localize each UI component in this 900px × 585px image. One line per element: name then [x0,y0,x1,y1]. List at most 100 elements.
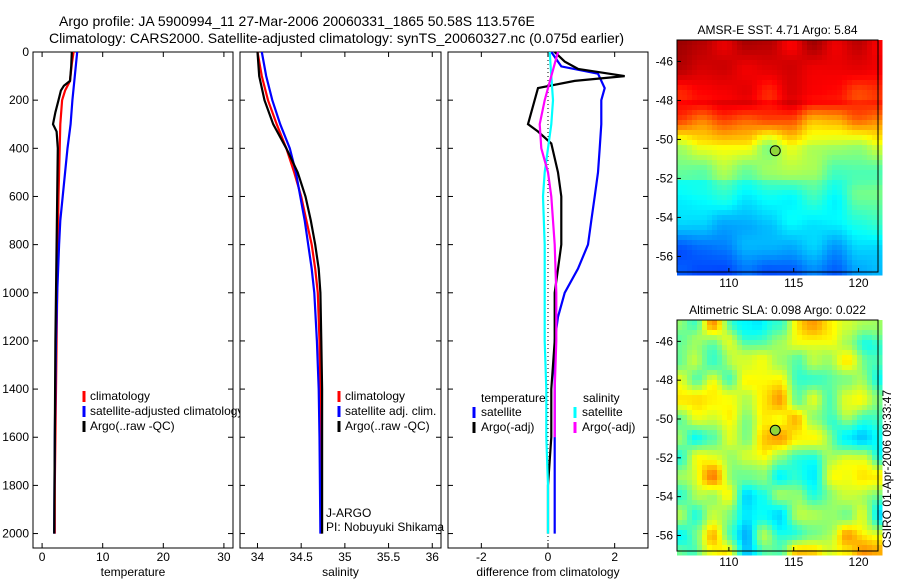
sla_map-heatmap-cell [862,415,868,421]
sla_map-heatmap-cell [712,330,718,336]
sla_map-heatmap-cell [852,335,858,341]
sst_map-heatmap-cell [682,265,688,271]
sst_map-heatmap-cell [677,110,683,116]
sst_map-heatmap-cell [827,85,833,91]
sla_map-heatmap-cell [692,395,698,401]
sst_map-heatmap-cell [732,215,738,221]
sla_map-heatmap-cell [842,550,848,556]
sla_map-heatmap-cell [747,430,753,436]
sla_map-heatmap-cell [832,425,838,431]
sla_map-heatmap-cell [682,390,688,396]
sst_map-heatmap-cell [752,85,758,91]
sla_map-heatmap-cell [727,540,733,546]
sla_map-heatmap-cell [772,370,778,376]
sla_map-heatmap-cell [742,465,748,471]
sst_map-heatmap-cell [772,110,778,116]
sla_map-heatmap-cell [792,500,798,506]
sla_map-heatmap-cell [692,425,698,431]
sla_map-heatmap-cell [847,465,853,471]
sst_map-heatmap-cell [782,135,788,141]
sst_map-heatmap-cell [837,100,843,106]
sst_map-heatmap-cell [867,85,873,91]
sla_map-heatmap-cell [807,385,813,391]
sst_map-heatmap-cell [727,170,733,176]
sla_map-heatmap-cell [857,450,863,456]
sst_map-heatmap-cell [722,210,728,216]
sst_map-heatmap-cell [697,50,703,56]
sst_map-heatmap-cell [832,165,838,171]
sst_map-heatmap-cell [762,110,768,116]
sla_map-heatmap-cell [807,355,813,361]
sla_map-heatmap-cell [837,390,843,396]
sst_map-heatmap-cell [847,115,853,121]
sla_map-heatmap-cell [767,355,773,361]
sla_map-heatmap-cell [707,385,713,391]
sla_map-heatmap-cell [782,335,788,341]
sla_map-heatmap-cell [722,535,728,541]
sla_map-heatmap-cell [702,355,708,361]
sla_map-heatmap-cell [787,485,793,491]
salinity-series-argo-raw-qc- [256,51,324,534]
sla_map-heatmap-cell [822,540,828,546]
sst_map-heatmap-cell [737,75,743,81]
sst_map-heatmap-cell [772,190,778,196]
sla_map-heatmap-cell [737,430,743,436]
sla_map-heatmap-cell [832,420,838,426]
sst_map-heatmap-cell [802,175,808,181]
sst_map-heatmap-cell [862,70,868,76]
sla_map-heatmap-cell [802,385,808,391]
sst_map-heatmap-cell [707,65,713,71]
sla_map-heatmap-cell [737,355,743,361]
sst_map-heatmap-cell [822,185,828,191]
sst_map-heatmap-cell [857,100,863,106]
sla_map-heatmap-cell [827,405,833,411]
sla_map-heatmap-cell [867,520,873,526]
sst_map-heatmap-cell [682,210,688,216]
sst_map-heatmap-cell [717,40,723,46]
sst_map-heatmap-cell [787,70,793,76]
sla_map-heatmap-cell [722,440,728,446]
sst_map-heatmap-cell [832,180,838,186]
sla_map-heatmap-cell [717,445,723,451]
sla_map-heatmap-cell [697,415,703,421]
sla_map-heatmap-cell [717,505,723,511]
sst_map-heatmap-cell [717,170,723,176]
sla_map-heatmap-cell [852,330,858,336]
sla_map-heatmap-cell [807,495,813,501]
sst_map-heatmap-cell [837,195,843,201]
sst_map-heatmap-cell [687,155,693,161]
sla_map-heatmap-cell [812,345,818,351]
sla_map-heatmap-cell [817,320,823,326]
sla_map-heatmap-cell [692,540,698,546]
sst_map-heatmap-cell [877,140,883,146]
sst_map-heatmap-cell [772,130,778,136]
sst_map-heatmap-cell [757,115,763,121]
sla_map-heatmap-cell [722,350,728,356]
sst_map-heatmap-cell [702,255,708,261]
sst_map-heatmap-cell [707,165,713,171]
sla_map-heatmap-cell [697,340,703,346]
sst_map-heatmap-cell [817,240,823,246]
sst_map-heatmap-cell [757,265,763,271]
sst_map-heatmap-cell [872,125,878,131]
sst_map-heatmap-cell [847,125,853,131]
sla_map-heatmap-cell [817,470,823,476]
sst_map-heatmap-cell [852,135,858,141]
sst_map-heatmap-cell [862,265,868,271]
salinity-series-climatology [256,51,323,534]
sla_map-heatmap-cell [717,540,723,546]
sla_map-heatmap-cell [807,405,813,411]
sla_map-heatmap-cell [872,540,878,546]
sla_map-heatmap-cell [852,350,858,356]
sst_map-heatmap-cell [772,120,778,126]
sla_map-heatmap-cell [762,440,768,446]
sst_map-heatmap-cell [687,205,693,211]
sst_map-heatmap-cell [792,265,798,271]
sst_map-heatmap-cell [862,240,868,246]
sst_map-heatmap-cell [852,145,858,151]
sst_map-heatmap-cell [767,230,773,236]
sst_map-heatmap-cell [792,55,798,61]
sst_map-heatmap-cell [702,235,708,241]
sst_map-heatmap-cell [772,105,778,111]
sla_map-heatmap-cell [752,525,758,531]
